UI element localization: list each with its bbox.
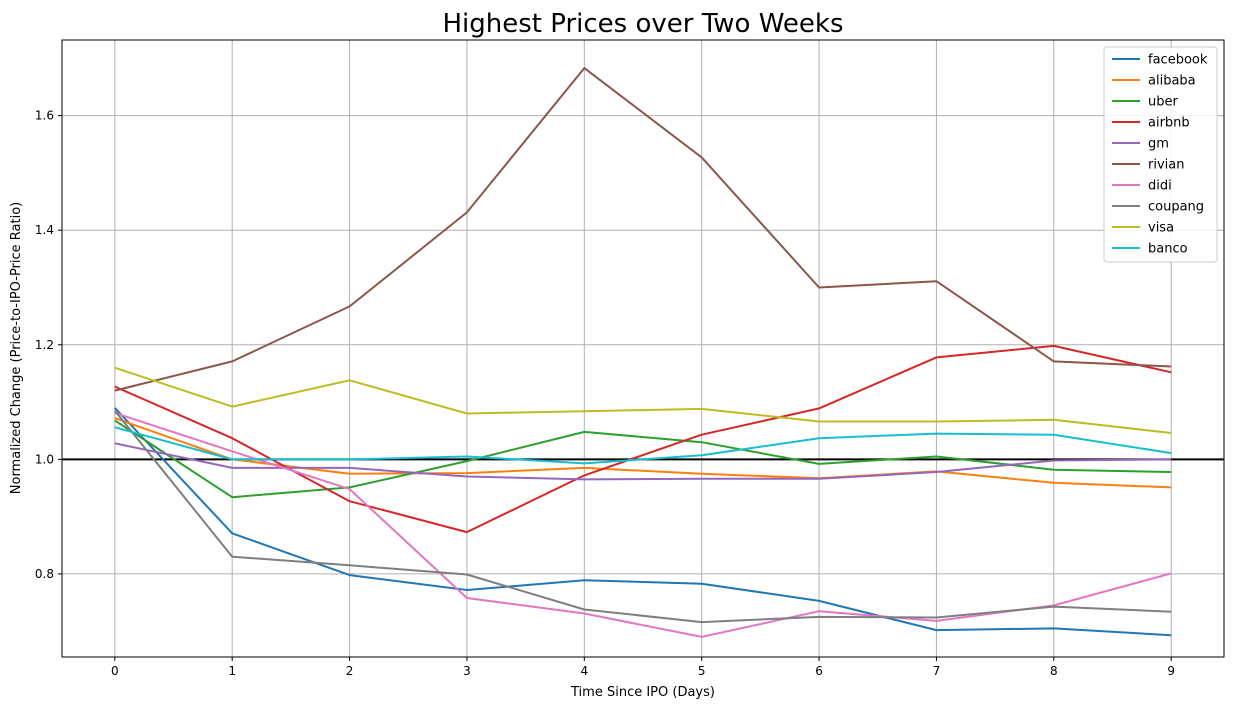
x-tick-label: 7 [933, 664, 941, 678]
series-line-banco [114, 426, 1172, 465]
legend-label-didi: didi [1148, 179, 1172, 194]
series-line-uber [114, 419, 1172, 499]
series-line-coupang [114, 410, 1172, 624]
y-tick-label: 1.6 [35, 109, 54, 123]
x-tick-label: 8 [1050, 664, 1058, 678]
plot-frame [61, 39, 1225, 658]
series-line-facebook [114, 407, 1172, 637]
series-line-alibaba [114, 417, 1172, 489]
series-line-rivian [114, 67, 1172, 392]
legend-label-uber: uber [1148, 95, 1178, 110]
legend-label-banco: banco [1148, 242, 1188, 257]
legend: facebook alibaba uber airbnb gm rivian didi cou… [1103, 46, 1218, 263]
legend-label-visa: visa [1148, 221, 1174, 236]
x-tick-label: 9 [1167, 664, 1175, 678]
x-tick-label: 4 [580, 664, 588, 678]
chart-title: Highest Prices over Two Weeks [442, 9, 843, 39]
x-axis-label: Time Since IPO (Days) [570, 685, 715, 700]
grid-layer [62, 40, 1224, 657]
y-tick-label: 0.8 [35, 567, 54, 581]
legend-label-gm: gm [1148, 137, 1169, 152]
x-tick-label: 3 [463, 664, 471, 678]
series-line-airbnb [114, 344, 1172, 534]
x-tick-label: 5 [698, 664, 706, 678]
legend-label-rivian: rivian [1148, 158, 1184, 173]
y-tick-label: 1.2 [35, 338, 54, 352]
x-tick-label: 2 [346, 664, 354, 678]
series-line-visa [114, 366, 1172, 434]
x-tick-label: 0 [111, 664, 119, 678]
y-axis-ticks: 0.8 1.0 1.2 1.4 1.6 [35, 109, 62, 581]
series-line-didi [114, 411, 1172, 638]
legend-label-alibaba: alibaba [1148, 74, 1196, 89]
legend-label-airbnb: airbnb [1148, 116, 1190, 131]
y-tick-label: 1.0 [35, 452, 54, 466]
legend-label-facebook: facebook [1148, 53, 1208, 68]
x-axis-ticks: 0 1 2 3 4 5 6 7 8 9 [111, 657, 1175, 678]
y-axis-label: Normalized Change (Price-to-IPO-Price Ra… [9, 202, 24, 494]
x-tick-label: 6 [815, 664, 823, 678]
series-line-gm [114, 442, 1172, 481]
x-tick-label: 1 [228, 664, 236, 678]
series-layer [114, 67, 1172, 638]
y-tick-label: 1.4 [35, 223, 54, 237]
legend-label-coupang: coupang [1148, 200, 1204, 215]
